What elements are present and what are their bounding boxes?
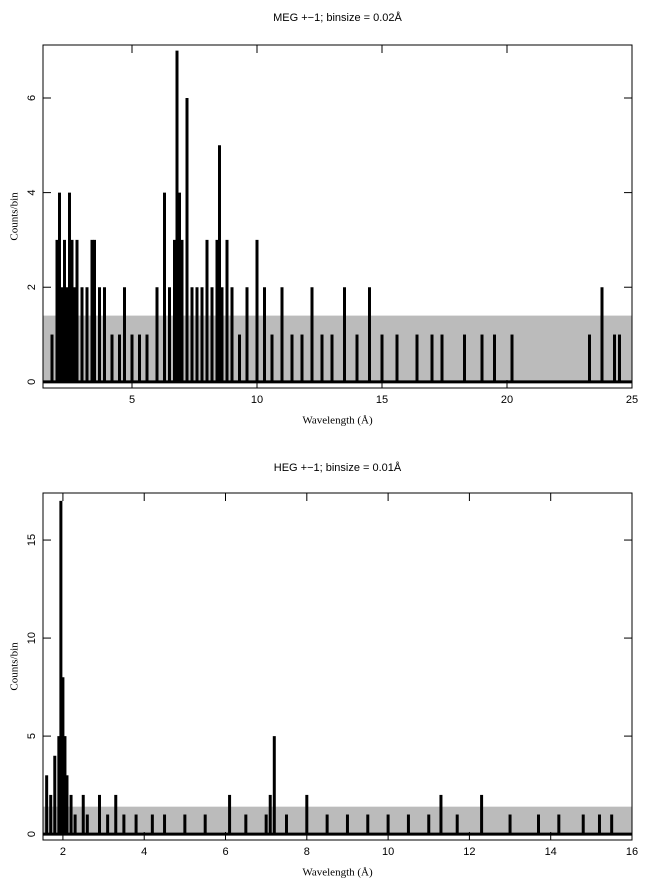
x-tick-label: 2: [60, 846, 66, 858]
x-tick-label: 12: [463, 846, 475, 858]
x-axis-label: Wavelength (Å): [302, 415, 373, 427]
y-axis-label: Counts/bin: [9, 642, 21, 691]
y-tick-label: 5: [26, 733, 38, 739]
x-tick-label: 15: [376, 394, 388, 406]
x-tick-label: 20: [501, 394, 513, 406]
chart-title: MEG +−1; binsize = 0.02Å: [273, 11, 402, 24]
x-tick-label: 16: [626, 846, 638, 858]
error-band: [43, 315, 632, 382]
x-tick-label: 25: [626, 394, 638, 406]
x-tick-label: 10: [251, 394, 263, 406]
plot-frame: [42, 44, 633, 389]
y-tick-label: 2: [26, 284, 38, 290]
chart-title: HEG +−1; binsize = 0.01Å: [274, 461, 402, 474]
y-tick-label: 15: [26, 534, 38, 546]
y-tick-label: 0: [26, 379, 38, 385]
x-tick-label: 8: [304, 846, 310, 858]
x-axis-label: Wavelength (Å): [302, 867, 373, 879]
x-tick-label: 4: [141, 846, 147, 858]
y-tick-label: 6: [26, 95, 38, 101]
x-tick-label: 10: [382, 846, 394, 858]
y-tick-label: 10: [26, 632, 38, 644]
x-tick-label: 6: [222, 846, 228, 858]
error-band: [43, 806, 632, 835]
plot-frame: [42, 492, 633, 841]
y-axis-label: Counts/bin: [9, 192, 21, 241]
y-tick-label: 0: [26, 831, 38, 837]
y-tick-label: 4: [26, 190, 38, 196]
x-tick-label: 5: [129, 394, 135, 406]
x-tick-label: 14: [545, 846, 557, 858]
